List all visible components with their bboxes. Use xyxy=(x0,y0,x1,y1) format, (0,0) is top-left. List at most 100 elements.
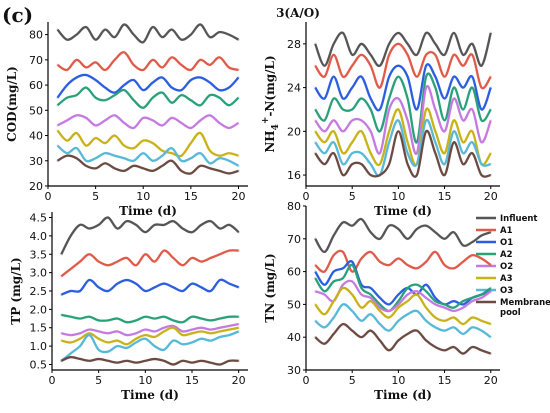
tn-x-axis-label: Time (d) xyxy=(374,388,432,402)
tp-y-tick-label: 3.5 xyxy=(30,248,48,261)
tp-x-tick-label: 20 xyxy=(232,374,246,387)
tn-y-axis-label: TN (mg/L) xyxy=(263,253,277,322)
cod-y-tick-label: 70 xyxy=(29,54,43,67)
tn-x-tick-label: 10 xyxy=(391,374,405,387)
nh4-x-tick-label: 0 xyxy=(303,190,310,203)
tp-y-tick-label: 2.0 xyxy=(30,303,48,316)
tp-x-tick-label: 5 xyxy=(95,374,102,387)
tp-series-o3 xyxy=(60,330,240,362)
cod-y-tick-label: 80 xyxy=(29,29,43,42)
tn-series-o1 xyxy=(314,260,492,306)
nh4-series-membrane-pool xyxy=(314,129,491,178)
tn-series-o3 xyxy=(314,303,492,339)
legend-label-a1: A1 xyxy=(500,226,513,236)
nh4-y-tick-label: 16 xyxy=(287,169,301,182)
nh4-series-o1 xyxy=(314,63,492,112)
tn-series-membrane-pool xyxy=(314,322,492,355)
tn-y-tick-label: 30 xyxy=(287,364,301,377)
legend-label-o1: O1 xyxy=(500,238,513,248)
cod-y-tick-label: 60 xyxy=(29,79,43,92)
legend-label-o3: O3 xyxy=(500,286,513,296)
tn-y-tick-label: 60 xyxy=(287,266,301,279)
nh4-series-a2 xyxy=(314,72,492,144)
nh4-y-axis-label: NH4+-N(mg/L) xyxy=(261,55,281,152)
nh4-y-tick-label: 20 xyxy=(287,125,301,138)
tn-y-tick-label: 80 xyxy=(287,200,301,213)
tp-x-tick-label: 15 xyxy=(185,374,199,387)
tp-series-membrane-pool xyxy=(60,356,239,366)
tp-series-o2 xyxy=(61,322,239,337)
tp-y-tick-label: 2.5 xyxy=(30,285,48,298)
nh4-series-a3 xyxy=(314,107,492,167)
legend-label-a2: A2 xyxy=(500,250,513,260)
nh4-x-axis-label: Time (d) xyxy=(374,204,432,218)
tn-series-a1 xyxy=(314,249,492,273)
tp-y-tick-label: 0.5 xyxy=(30,358,48,371)
nh4-series-a1 xyxy=(314,42,492,90)
tn-y-tick-label: 70 xyxy=(287,233,301,246)
tp-panel: 0 5 10 15 20 0.5 1.0 1.5 2.0 2.5 3.0 3.5 4.0 4.5 Time … xyxy=(9,212,248,402)
cod-series-o2 xyxy=(57,114,240,130)
tn-y-tick-label: 50 xyxy=(287,298,301,311)
tp-series-o1 xyxy=(60,278,240,296)
legend: Influent A1 O1 A2 O2 A3 O3 Membrane pool xyxy=(473,207,550,318)
tp-y-tick-label: 4.5 xyxy=(30,212,48,225)
tp-series-influent xyxy=(60,216,240,255)
tn-x-tick-label: 15 xyxy=(438,374,452,387)
panel-label: (c) xyxy=(2,3,33,27)
cod-series-membrane-pool xyxy=(56,154,239,175)
cod-series-a1 xyxy=(56,51,239,72)
tp-x-tick-label: 0 xyxy=(49,374,56,387)
tp-y-tick-label: 4.0 xyxy=(30,230,48,243)
tp-y-axis-label: TP (mg/L) xyxy=(9,257,23,324)
nh4-series-influent xyxy=(314,31,492,68)
tn-series-o2 xyxy=(314,279,492,313)
cod-x-tick-label: 15 xyxy=(184,190,198,203)
tp-y-tick-label: 1.0 xyxy=(30,340,48,353)
cod-panel: 0 5 10 15 20 20 30 40 50 60 70 80 Time (d) COD(mg/L) xyxy=(5,22,248,218)
tn-series-a3 xyxy=(314,286,492,326)
cod-y-tick-label: 40 xyxy=(29,130,43,143)
figure-title: 3(A/O) xyxy=(276,6,320,20)
nh4-x-tick-label: 5 xyxy=(349,190,356,203)
cod-y-tick-label: 30 xyxy=(29,155,43,168)
tp-series-a2 xyxy=(61,313,239,324)
legend-label-influent: Influent xyxy=(500,214,537,224)
tp-series-a1 xyxy=(60,249,239,278)
nh4-x-tick-label: 20 xyxy=(484,190,498,203)
tp-x-axis-label: Time (d) xyxy=(121,388,179,402)
tp-x-tick-label: 10 xyxy=(138,374,152,387)
nh4-panel: 0 5 10 15 20 16 20 24 28 Time (d) NH4+-N(mg/L) xyxy=(261,22,500,218)
cod-series-a3 xyxy=(56,129,239,158)
nh4-series-o3 xyxy=(314,118,491,177)
cod-x-tick-label: 5 xyxy=(92,190,99,203)
cod-series-o3 xyxy=(56,144,240,167)
legend-label-a3: A3 xyxy=(500,274,513,284)
tp-y-tick-label: 1.5 xyxy=(30,322,48,335)
nh4-y-tick-label: 24 xyxy=(287,82,301,95)
tn-series-glow-membrane-pool xyxy=(313,322,493,356)
tn-y-tick-label: 40 xyxy=(287,331,301,344)
nh4-y-tick-label: 28 xyxy=(287,38,301,51)
tp-series-a3 xyxy=(61,326,239,346)
cod-x-tick-label: 20 xyxy=(231,190,245,203)
cod-x-tick-label: 10 xyxy=(136,190,150,203)
cod-series-o1 xyxy=(56,73,240,99)
cod-x-tick-label: 0 xyxy=(45,190,52,203)
tn-x-tick-label: 5 xyxy=(349,374,356,387)
cod-series-influent xyxy=(56,23,240,44)
tp-y-tick-label: 3.0 xyxy=(30,267,48,280)
tn-series-a2 xyxy=(314,263,492,313)
cod-x-axis-label: Time (d) xyxy=(119,204,177,218)
tn-series-influent xyxy=(314,217,492,254)
cod-series-a2 xyxy=(56,86,240,109)
tn-panel: 0 5 10 15 20 30 40 50 60 70 80 Time (d) TN (mg/L) xyxy=(263,200,500,402)
nh4-x-tick-label: 10 xyxy=(391,190,405,203)
cod-y-tick-label: 20 xyxy=(29,180,43,193)
cod-y-tick-label: 50 xyxy=(29,104,43,117)
nh4-series-o2 xyxy=(314,85,492,155)
cod-y-axis-label: COD(mg/L) xyxy=(5,66,19,142)
legend-label-membrane-pool: Membrane pool xyxy=(500,298,550,318)
tn-x-tick-label: 20 xyxy=(484,374,498,387)
